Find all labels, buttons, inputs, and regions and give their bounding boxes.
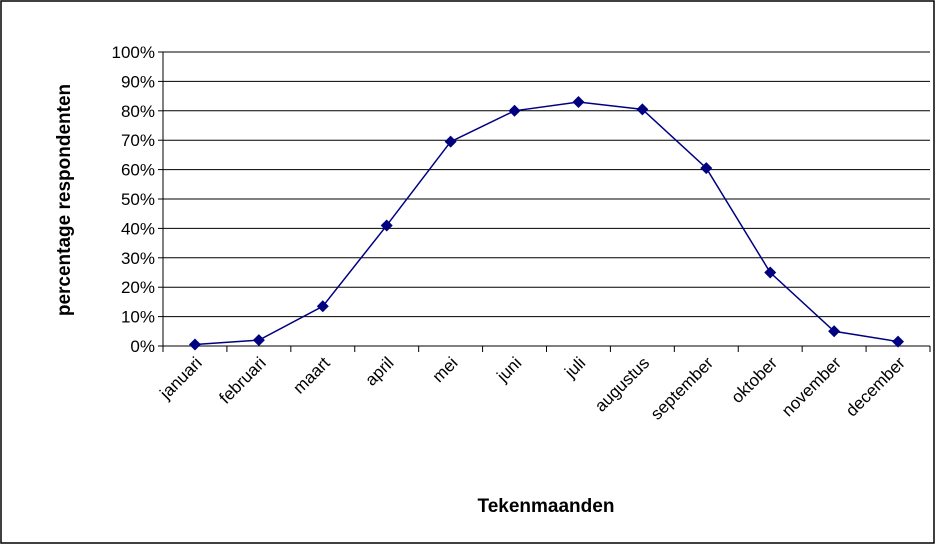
- data-point: [700, 162, 713, 175]
- data-point: [252, 334, 265, 347]
- y-axis-label: percentage respondenten: [54, 84, 75, 316]
- y-tick-label: 0%: [130, 337, 155, 356]
- y-tick-label: 40%: [121, 219, 155, 238]
- y-tick-label: 60%: [121, 161, 155, 180]
- y-tick-label: 70%: [121, 131, 155, 150]
- data-point: [892, 335, 905, 348]
- data-point: [188, 338, 201, 351]
- y-tick-label: 20%: [121, 278, 155, 297]
- data-point: [636, 103, 649, 116]
- data-point: [508, 104, 521, 117]
- y-tick-label: 10%: [121, 308, 155, 327]
- data-line: [194, 101, 899, 346]
- data-point: [444, 135, 457, 148]
- y-tick-label: 50%: [121, 190, 155, 209]
- y-tick-label: 90%: [121, 72, 155, 91]
- data-point: [316, 300, 329, 313]
- y-tick-label: 100%: [112, 43, 155, 62]
- data-point: [380, 219, 393, 232]
- y-tick-label: 30%: [121, 249, 155, 268]
- x-axis-label: Tekenmaanden: [478, 496, 615, 517]
- y-tick-label: 80%: [121, 102, 155, 121]
- data-point: [828, 325, 841, 338]
- data-point: [764, 266, 777, 279]
- data-point: [572, 95, 585, 108]
